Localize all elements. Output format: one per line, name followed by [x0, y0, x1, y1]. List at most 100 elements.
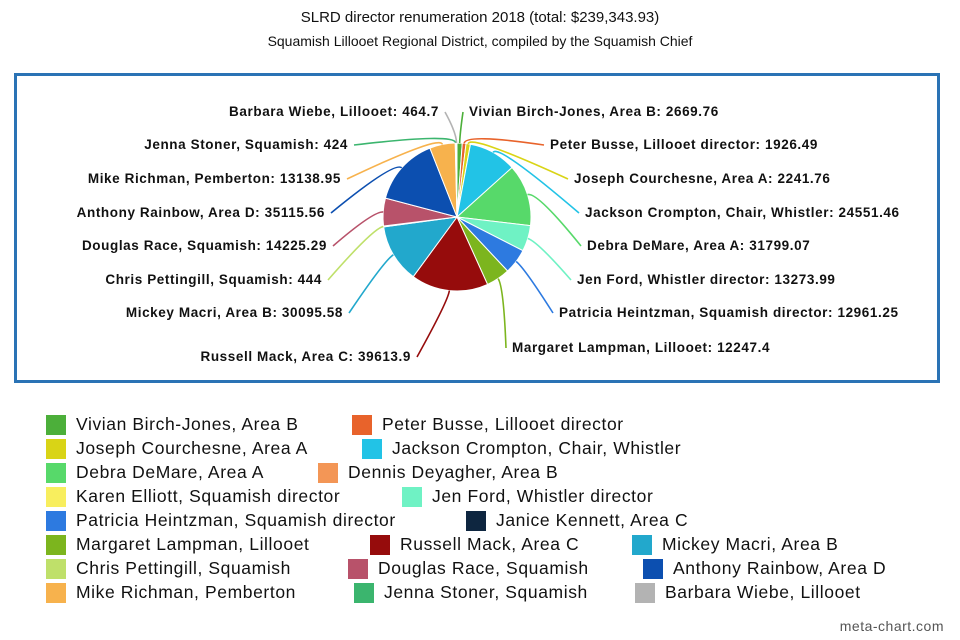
legend-label: Chris Pettingill, Squamish — [76, 558, 291, 578]
legend-label: Peter Busse, Lillooet director — [382, 414, 624, 434]
legend-swatch — [362, 438, 382, 459]
leader-line-jackson-crompton-chair-whistler — [492, 150, 580, 214]
legend-label: Margaret Lampman, Lillooet — [76, 534, 310, 554]
leader-line-barbara-wiebe-lillooet — [444, 111, 458, 144]
legend-label: Joseph Courchesne, Area A — [76, 438, 308, 458]
legend-row: Karen Elliott, Squamish director Jen Ford… — [46, 486, 946, 510]
legend-swatch — [318, 462, 338, 483]
legend-item-dennis-deyagher-area-b: Dennis Deyagher, Area B — [318, 462, 558, 483]
legend-swatch — [46, 438, 66, 459]
leader-line-vivian-birch-jones-area-b — [458, 111, 464, 144]
legend-item-douglas-race-squamish: Douglas Race, Squamish — [348, 558, 589, 579]
data-label-chris-pettingill-squamish: Chris Pettingill, Squamish: 444 — [105, 272, 322, 287]
leader-line-jenna-stoner-squamish — [353, 137, 457, 146]
leader-line-chris-pettingill-squamish — [327, 225, 384, 281]
legend-swatch — [643, 558, 663, 579]
leader-line-mike-richman-pemberton — [346, 141, 444, 180]
data-label-douglas-race-squamish: Douglas Race, Squamish: 14225.29 — [82, 238, 327, 253]
legend-label: Patricia Heintzman, Squamish director — [76, 510, 396, 530]
data-label-joseph-courchesne-area-a: Joseph Courchesne, Area A: 2241.76 — [574, 171, 831, 186]
data-label-jen-ford-whistler-director: Jen Ford, Whistler director: 13273.99 — [577, 272, 836, 287]
legend-label: Janice Kennett, Area C — [496, 510, 689, 530]
legend-item-janice-kennett-area-c: Janice Kennett, Area C — [466, 510, 688, 531]
chart-titles: SLRD director renumeration 2018 (total: … — [0, 6, 960, 52]
leader-line-jen-ford-whistler-director — [527, 237, 572, 281]
legend-label: Jackson Crompton, Chair, Whistler — [392, 438, 682, 458]
leader-line-mickey-macri-area-b — [348, 254, 394, 314]
legend-row: Patricia Heintzman, Squamish director Jan… — [46, 510, 946, 534]
data-label-patricia-heintzman-squamish-director: Patricia Heintzman, Squamish director: 1… — [559, 305, 899, 320]
data-label-jenna-stoner-squamish: Jenna Stoner, Squamish: 424 — [144, 137, 348, 152]
data-label-mike-richman-pemberton: Mike Richman, Pemberton: 13138.95 — [88, 171, 341, 186]
legend-swatch — [46, 486, 66, 507]
legend-swatch — [348, 558, 368, 579]
legend-swatch — [46, 534, 66, 555]
legend-item-russell-mack-area-c: Russell Mack, Area C — [370, 534, 579, 555]
legend-item-patricia-heintzman-squamish-director: Patricia Heintzman, Squamish director — [46, 510, 396, 531]
data-label-vivian-birch-jones-area-b: Vivian Birch-Jones, Area B: 2669.76 — [469, 104, 719, 119]
legend-item-jackson-crompton-chair-whistler: Jackson Crompton, Chair, Whistler — [362, 438, 681, 459]
legend-label: Mike Richman, Pemberton — [76, 582, 296, 602]
legend-swatch — [370, 534, 390, 555]
data-label-debra-demare-area-a: Debra DeMare, Area A: 31799.07 — [587, 238, 810, 253]
data-label-russell-mack-area-c: Russell Mack, Area C: 39613.9 — [200, 349, 411, 364]
watermark: meta-chart.com — [839, 618, 944, 634]
leader-line-patricia-heintzman-squamish-director — [515, 260, 554, 314]
legend-item-joseph-courchesne-area-a: Joseph Courchesne, Area A — [46, 438, 308, 459]
legend-row: Mike Richman, Pemberton Jenna Stoner, Squ… — [46, 582, 946, 606]
legend-label: Anthony Rainbow, Area D — [673, 558, 887, 578]
legend-item-vivian-birch-jones-area-b: Vivian Birch-Jones, Area B — [46, 414, 298, 435]
plot-area: Vivian Birch-Jones, Area B: 2669.76 Peter… — [14, 73, 940, 383]
legend-swatch — [46, 462, 66, 483]
legend-item-jen-ford-whistler-director: Jen Ford, Whistler director — [402, 486, 653, 507]
leader-line-douglas-race-squamish — [332, 211, 384, 247]
data-label-barbara-wiebe-lillooet: Barbara Wiebe, Lillooet: 464.7 — [229, 104, 439, 119]
legend-item-chris-pettingill-squamish: Chris Pettingill, Squamish — [46, 558, 291, 579]
data-label-mickey-macri-area-b: Mickey Macri, Area B: 30095.58 — [126, 305, 343, 320]
legend-label: Douglas Race, Squamish — [378, 558, 589, 578]
legend-item-karen-elliott-squamish-director: Karen Elliott, Squamish director — [46, 486, 340, 507]
legend-item-debra-demare-area-a: Debra DeMare, Area A — [46, 462, 264, 483]
legend-label: Jenna Stoner, Squamish — [384, 582, 588, 602]
legend-swatch — [352, 414, 372, 435]
legend-label: Russell Mack, Area C — [400, 534, 580, 554]
data-label-peter-busse-lillooet-director: Peter Busse, Lillooet director: 1926.49 — [550, 137, 818, 152]
legend-swatch — [402, 486, 422, 507]
leader-line-russell-mack-area-c — [416, 290, 451, 358]
legend-item-jenna-stoner-squamish: Jenna Stoner, Squamish — [354, 582, 588, 603]
data-label-anthony-rainbow-area-d: Anthony Rainbow, Area D: 35115.56 — [77, 205, 325, 220]
leader-line-anthony-rainbow-area-d — [330, 166, 403, 214]
legend-item-barbara-wiebe-lillooet: Barbara Wiebe, Lillooet — [635, 582, 861, 603]
legend-label: Dennis Deyagher, Area B — [348, 462, 559, 482]
pie-slice-russell-mack-area-c — [412, 216, 489, 292]
legend-row: Chris Pettingill, Squamish Douglas Race, … — [46, 558, 946, 582]
data-label-jackson-crompton-chair-whistler: Jackson Crompton, Chair, Whistler: 24551… — [585, 205, 900, 220]
pie-chart: Vivian Birch-Jones, Area B: 2669.76 Peter… — [77, 104, 900, 364]
legend-swatch — [466, 510, 486, 531]
chart-subtitle: Squamish Lillooet Regional District, com… — [267, 33, 693, 49]
legend-label: Mickey Macri, Area B — [662, 534, 839, 554]
legend-swatch — [46, 414, 66, 435]
legend-swatch — [635, 582, 655, 603]
legend-item-peter-busse-lillooet-director: Peter Busse, Lillooet director — [352, 414, 624, 435]
leader-line-joseph-courchesne-area-a — [467, 141, 569, 180]
legend-label: Vivian Birch-Jones, Area B — [76, 414, 299, 434]
legend-swatch — [354, 582, 374, 603]
pie-slice-debra-demare-area-a — [455, 166, 532, 227]
legend-row: Debra DeMare, Area A Dennis Deyagher, Are… — [46, 462, 946, 486]
legend-swatch — [46, 558, 66, 579]
leader-line-peter-busse-lillooet-director — [463, 137, 545, 146]
legend-item-mike-richman-pemberton: Mike Richman, Pemberton — [46, 582, 296, 603]
legend-label: Debra DeMare, Area A — [76, 462, 265, 482]
legend-label: Karen Elliott, Squamish director — [76, 486, 341, 506]
chart-title: SLRD director renumeration 2018 (total: … — [300, 9, 660, 26]
legend-swatch — [46, 510, 66, 531]
legend-swatch — [632, 534, 652, 555]
pie-slice-mickey-macri-area-b — [383, 216, 459, 278]
legend-label: Barbara Wiebe, Lillooet — [665, 582, 861, 602]
legend-row: Joseph Courchesne, Area A Jackson Crompto… — [46, 438, 946, 462]
legend-item-margaret-lampman-lillooet: Margaret Lampman, Lillooet — [46, 534, 310, 555]
legend-item-anthony-rainbow-area-d: Anthony Rainbow, Area D — [643, 558, 886, 579]
legend-row: Margaret Lampman, Lillooet Russell Mack, … — [46, 534, 946, 558]
leader-line-debra-demare-area-a — [527, 193, 582, 247]
